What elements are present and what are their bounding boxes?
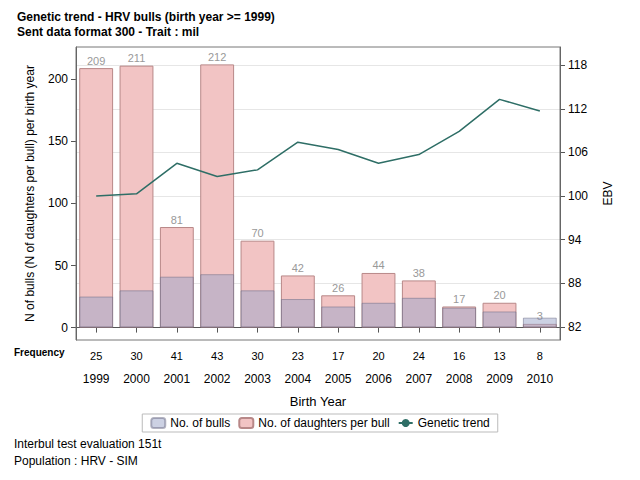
svg-text:Population : HRV - SIM: Population : HRV - SIM: [14, 454, 138, 468]
svg-text:106: 106: [568, 145, 588, 159]
svg-text:118: 118: [568, 58, 587, 72]
svg-text:42: 42: [292, 262, 304, 274]
svg-text:41: 41: [171, 350, 183, 362]
svg-text:No. of daughters per bull: No. of daughters per bull: [258, 416, 389, 430]
svg-text:30: 30: [130, 350, 142, 362]
svg-text:70: 70: [251, 227, 263, 239]
svg-text:16: 16: [453, 350, 465, 362]
svg-text:100: 100: [568, 189, 588, 203]
svg-text:2004: 2004: [284, 372, 311, 386]
svg-text:Frequency: Frequency: [14, 347, 65, 358]
svg-text:Sent data format 300 - Trait :: Sent data format 300 - Trait : mil: [17, 25, 199, 39]
svg-text:25: 25: [90, 350, 102, 362]
svg-text:81: 81: [171, 214, 183, 226]
svg-text:88: 88: [568, 276, 582, 290]
svg-text:0: 0: [61, 321, 68, 335]
svg-text:200: 200: [48, 72, 68, 86]
svg-text:1999: 1999: [83, 372, 110, 386]
svg-text:24: 24: [413, 350, 425, 362]
svg-text:44: 44: [372, 259, 384, 271]
svg-text:3: 3: [536, 310, 543, 323]
svg-text:23: 23: [292, 350, 304, 362]
svg-text:26: 26: [332, 282, 344, 294]
svg-text:2007: 2007: [405, 372, 432, 386]
svg-text:50: 50: [55, 259, 69, 273]
svg-text:20: 20: [493, 289, 505, 301]
svg-text:N of bulls (N of daughters per: N of bulls (N of daughters per bull) per…: [23, 65, 37, 322]
svg-text:Interbul test evaluation 151t: Interbul test evaluation 151t: [14, 437, 162, 451]
svg-text:30: 30: [251, 350, 263, 362]
svg-text:212: 212: [208, 51, 226, 63]
svg-text:2002: 2002: [204, 372, 231, 386]
svg-text:2008: 2008: [446, 372, 473, 386]
svg-text:150: 150: [48, 134, 68, 148]
svg-text:2009: 2009: [486, 372, 513, 386]
svg-text:2010: 2010: [526, 372, 553, 386]
svg-text:209: 209: [87, 55, 105, 67]
svg-text:EBV: EBV: [601, 181, 615, 205]
svg-text:38: 38: [413, 267, 425, 279]
svg-text:13: 13: [493, 350, 505, 362]
svg-text:211: 211: [128, 52, 146, 64]
svg-text:8: 8: [537, 350, 543, 362]
svg-text:20: 20: [372, 350, 384, 362]
svg-text:112: 112: [568, 102, 587, 116]
svg-text:43: 43: [211, 350, 223, 362]
svg-text:Genetic trend: Genetic trend: [418, 416, 490, 430]
svg-text:94: 94: [568, 233, 582, 247]
svg-text:100: 100: [48, 196, 68, 210]
svg-text:2000: 2000: [123, 372, 150, 386]
svg-text:Birth Year: Birth Year: [290, 394, 347, 409]
svg-text:Genetic trend - HRV bulls (bir: Genetic trend - HRV bulls (birth year >=…: [17, 10, 275, 24]
svg-text:82: 82: [568, 320, 582, 334]
svg-text:2006: 2006: [365, 372, 392, 386]
svg-text:17: 17: [332, 350, 344, 362]
svg-text:2003: 2003: [244, 372, 271, 386]
svg-text:2001: 2001: [163, 372, 190, 386]
svg-text:17: 17: [453, 293, 465, 305]
svg-text:No. of bulls: No. of bulls: [170, 416, 230, 430]
svg-text:2005: 2005: [325, 372, 352, 386]
